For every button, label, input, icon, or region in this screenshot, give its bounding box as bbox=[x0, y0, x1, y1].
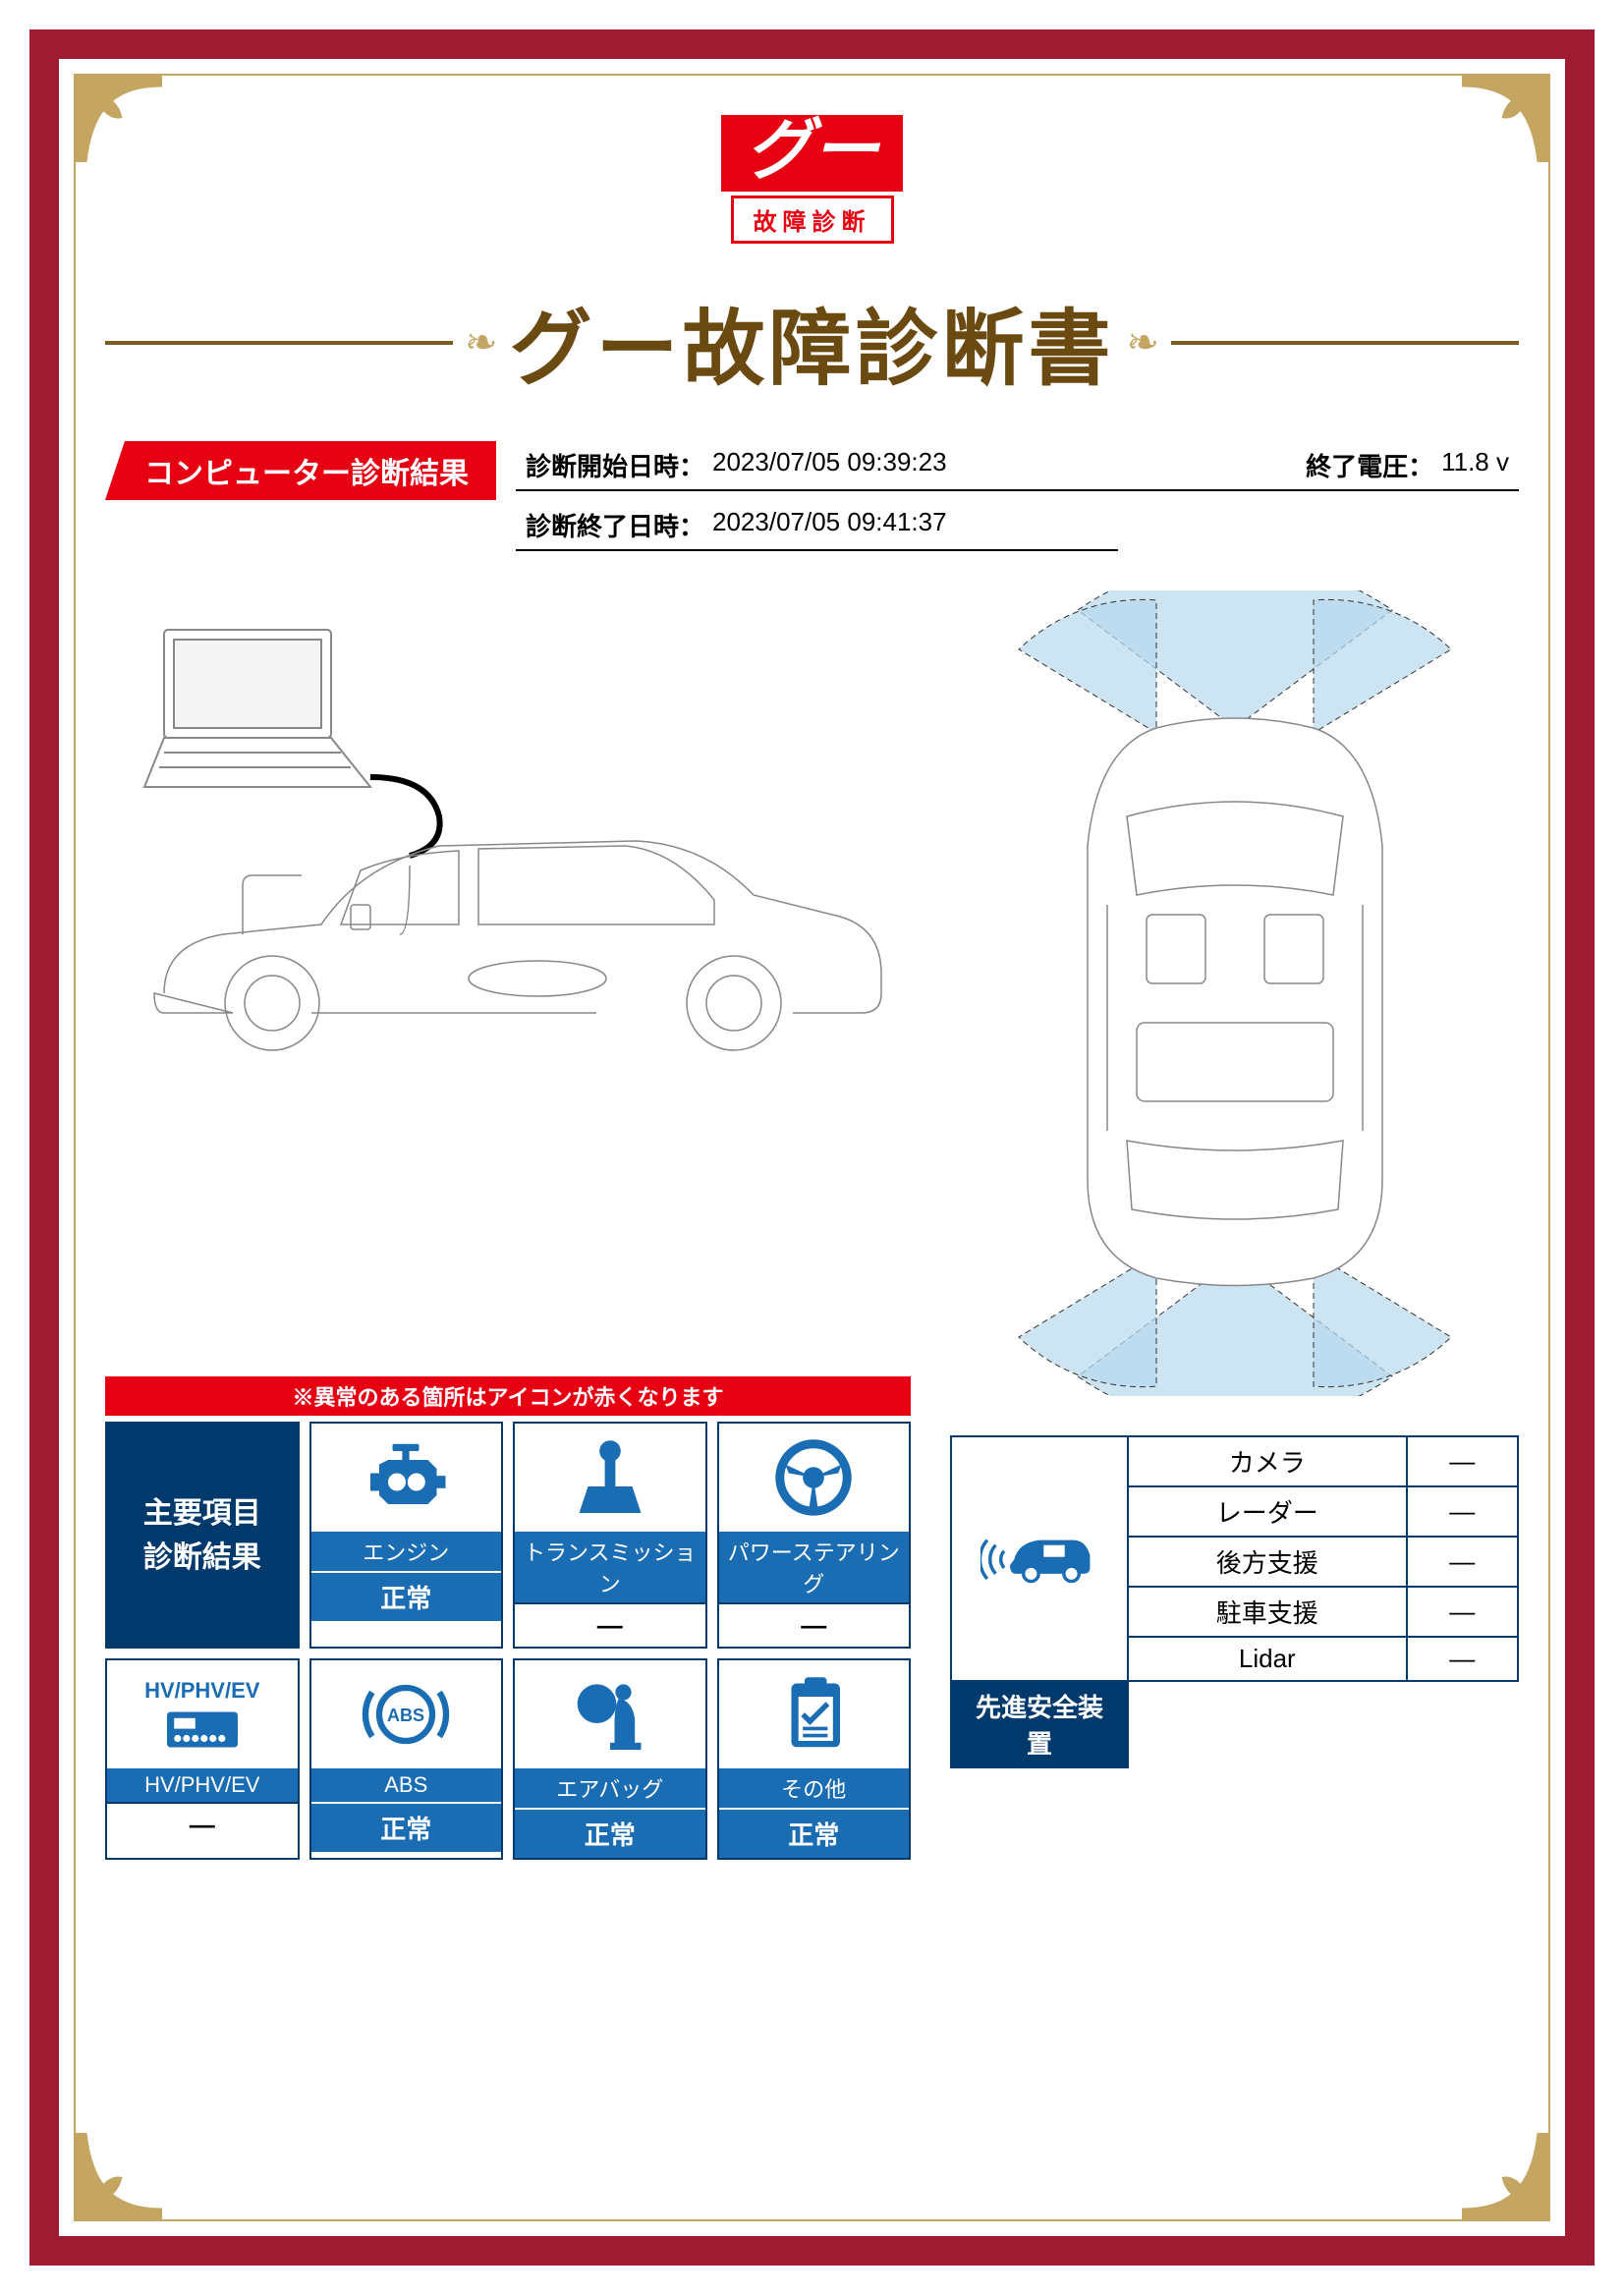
flourish-right: ❧ bbox=[1127, 320, 1160, 365]
cell-hvev: HV/PHV/EV HV/PHV/EV — bbox=[105, 1658, 300, 1860]
other-status: 正常 bbox=[719, 1808, 910, 1858]
engine-label: エンジン bbox=[311, 1532, 502, 1571]
end-time-value: 2023/07/05 09:41:37 bbox=[712, 507, 947, 543]
inner-border: グー 故障診断 ❧ グー故障診断書 ❧ コンピューター診断結果 診断開始日時： … bbox=[74, 74, 1550, 2221]
safety-caption: 先進安全装置 bbox=[951, 1681, 1128, 1767]
engine-icon bbox=[311, 1424, 502, 1532]
car-top-diagram bbox=[950, 590, 1519, 1396]
document-title: グー故障診断書 bbox=[510, 283, 1115, 402]
safety-row-name: レーダー bbox=[1128, 1486, 1407, 1537]
abnormal-notice-banner: ※異常のある箇所はアイコンが赤くなります bbox=[105, 1376, 911, 1416]
abs-label: ABS bbox=[311, 1768, 502, 1802]
svg-text:ABS: ABS bbox=[387, 1706, 424, 1725]
results-grid-wrap: ※異常のある箇所はアイコンが赤くなります 主要項目 診断結果 エンジン 正常 bbox=[105, 1376, 911, 1860]
start-time-label: 診断開始日時： bbox=[526, 447, 704, 483]
transmission-label: トランスミッション bbox=[515, 1532, 705, 1602]
results-row: ※異常のある箇所はアイコンが赤くなります 主要項目 診断結果 エンジン 正常 bbox=[105, 1376, 1519, 1860]
cell-transmission: トランスミッション — bbox=[513, 1422, 707, 1649]
end-time-label: 診断終了日時： bbox=[526, 507, 704, 543]
transmission-icon bbox=[515, 1424, 705, 1532]
safety-row-name: 駐車支援 bbox=[1128, 1587, 1407, 1637]
engine-status: 正常 bbox=[311, 1571, 502, 1621]
cell-airbag: エアバッグ 正常 bbox=[513, 1658, 707, 1860]
title-row: ❧ グー故障診断書 ❧ bbox=[105, 283, 1519, 402]
safety-row-name: 後方支援 bbox=[1128, 1537, 1407, 1587]
safety-row-value: — bbox=[1407, 1436, 1518, 1486]
abs-status: 正常 bbox=[311, 1802, 502, 1852]
safety-table: カメラ — レーダー— 後方支援— 駐車支援— Lidar— 先進安全装置 bbox=[950, 1435, 1519, 1768]
airbag-label: エアバッグ bbox=[515, 1768, 705, 1808]
airbag-status: 正常 bbox=[515, 1808, 705, 1858]
cell-steering: パワーステアリング — bbox=[717, 1422, 912, 1649]
transmission-status: — bbox=[515, 1602, 705, 1647]
steering-status: — bbox=[719, 1602, 910, 1647]
title-rule-right bbox=[1171, 341, 1519, 345]
safety-row-name: Lidar bbox=[1128, 1637, 1407, 1681]
certificate-frame: グー 故障診断 ❧ グー故障診断書 ❧ コンピューター診断結果 診断開始日時： … bbox=[29, 29, 1595, 2266]
logo-subtitle: 故障診断 bbox=[731, 196, 894, 244]
voltage-value: 11.8 v bbox=[1441, 447, 1509, 483]
logo-brand: グー bbox=[721, 115, 902, 192]
title-rule-left bbox=[105, 341, 453, 345]
safety-row-value: — bbox=[1407, 1637, 1518, 1681]
section-header-row: コンピューター診断結果 診断開始日時： 2023/07/05 09:39:23 … bbox=[105, 441, 1519, 561]
results-grid: 主要項目 診断結果 エンジン 正常 トランスミ bbox=[105, 1422, 911, 1860]
section-tag: コンピューター診断結果 bbox=[105, 441, 496, 500]
logo-block: グー 故障診断 bbox=[105, 115, 1519, 244]
cell-abs: ABS ABS 正常 bbox=[309, 1658, 504, 1860]
content-area: グー 故障診断 ❧ グー故障診断書 ❧ コンピューター診断結果 診断開始日時： … bbox=[105, 105, 1519, 2190]
abs-icon: ABS bbox=[311, 1660, 502, 1768]
hvev-label: HV/PHV/EV bbox=[107, 1768, 298, 1802]
other-label: その他 bbox=[719, 1768, 910, 1808]
diagram-row bbox=[105, 590, 1519, 1396]
voltage-label: 終了電圧： bbox=[1306, 447, 1433, 483]
safety-car-icon bbox=[951, 1436, 1128, 1681]
safety-row-value: — bbox=[1407, 1587, 1518, 1637]
clipboard-icon bbox=[719, 1660, 910, 1768]
safety-row-value: — bbox=[1407, 1486, 1518, 1537]
hvev-icon: HV/PHV/EV bbox=[107, 1660, 298, 1768]
diagnostic-info: 診断開始日時： 2023/07/05 09:39:23 終了電圧： 11.8 v… bbox=[516, 441, 1519, 561]
start-time-value: 2023/07/05 09:39:23 bbox=[712, 447, 947, 483]
steering-label: パワーステアリング bbox=[719, 1532, 910, 1602]
hvev-status: — bbox=[107, 1802, 298, 1846]
cell-other: その他 正常 bbox=[717, 1658, 912, 1860]
safety-row-name: カメラ bbox=[1128, 1436, 1407, 1486]
safety-row-value: — bbox=[1407, 1537, 1518, 1587]
airbag-icon bbox=[515, 1660, 705, 1768]
flourish-left: ❧ bbox=[465, 320, 498, 365]
steering-icon bbox=[719, 1424, 910, 1532]
cell-engine: エンジン 正常 bbox=[309, 1422, 504, 1649]
car-side-diagram bbox=[105, 590, 911, 1396]
grid-header-cell: 主要項目 診断結果 bbox=[105, 1422, 300, 1649]
